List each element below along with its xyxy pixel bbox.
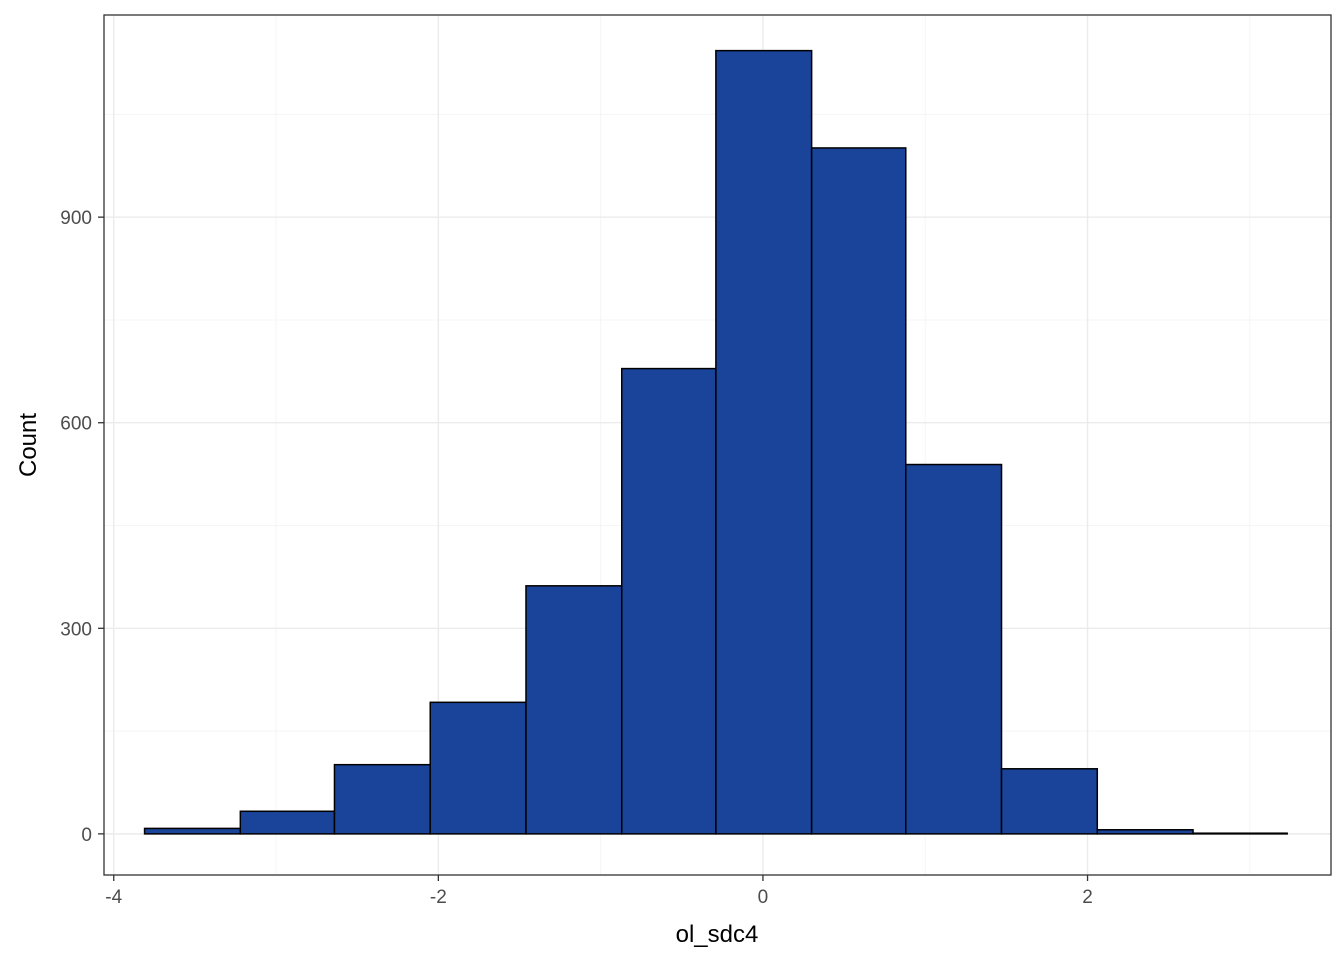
y-tick-label: 300 (60, 619, 92, 640)
histogram-bar (1192, 832, 1288, 835)
histogram-bar (143, 827, 242, 835)
histogram-bar (239, 810, 336, 835)
histogram-bar (620, 367, 717, 835)
histogram-bar (1096, 829, 1194, 835)
histogram-bar (810, 147, 907, 835)
y-tick-label: 600 (60, 414, 92, 435)
y-axis-title: Count (15, 413, 42, 477)
y-tick-label: 900 (60, 208, 92, 229)
histogram-bar (905, 463, 1003, 835)
histogram-bar (333, 763, 431, 835)
y-tick-label: 0 (81, 825, 92, 846)
x-tick-label: -4 (105, 887, 122, 908)
histogram-bar (1000, 768, 1099, 835)
x-axis-title: ol_sdc4 (676, 921, 759, 948)
histogram-bars (143, 49, 1288, 835)
x-tick-label: 2 (1082, 887, 1093, 908)
x-tick-label: -2 (430, 887, 447, 908)
x-tick-label: 0 (758, 887, 769, 908)
histogram-bar (525, 585, 623, 835)
histogram-bar (429, 701, 527, 835)
axis-ticks: -4 -2 0 2 0 300 600 900 (60, 208, 1093, 908)
panel-border (103, 14, 1332, 876)
histogram-bar (715, 49, 813, 835)
